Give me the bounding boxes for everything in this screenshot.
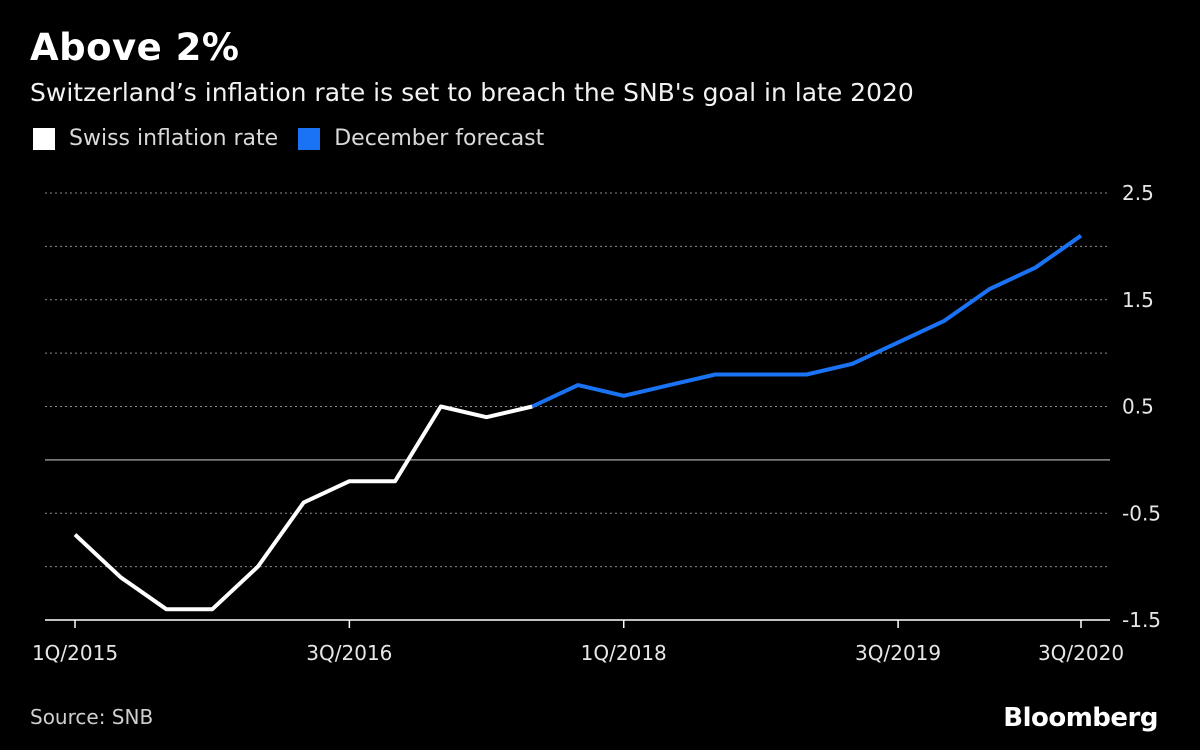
y-tick-label: 0.5 — [1122, 395, 1154, 419]
source-note: Source: SNB — [30, 705, 154, 729]
x-tick-label: 3Q/2019 — [855, 641, 941, 665]
legend-item-december-forecast: December forecast — [298, 126, 544, 151]
y-tick-label: 2.5 — [1122, 181, 1154, 205]
y-tick-label: -0.5 — [1122, 501, 1161, 525]
legend-label-swiss-inflation: Swiss inflation rate — [69, 126, 279, 151]
legend-swatch-swiss-inflation — [33, 127, 55, 150]
y-tick-label: -1.5 — [1122, 608, 1161, 632]
series-line-december-forecast — [531, 234, 1083, 409]
x-tick-label: 3Q/2016 — [306, 641, 392, 665]
chart-title: Above 2% — [30, 26, 240, 69]
legend: Swiss inflation rate December forecast — [33, 126, 564, 151]
x-tick-label: 1Q/2015 — [32, 641, 118, 665]
y-tick-label: 1.5 — [1122, 288, 1154, 312]
legend-item-swiss-inflation: Swiss inflation rate — [33, 126, 278, 151]
legend-label-december-forecast: December forecast — [334, 126, 545, 151]
chart-subtitle: Switzerland’s inflation rate is set to b… — [30, 78, 914, 107]
legend-swatch-december-forecast — [298, 127, 321, 150]
bloomberg-logo: Bloomberg — [1003, 703, 1158, 733]
x-tick-label: 1Q/2018 — [581, 641, 667, 665]
x-tick-label: 3Q/2020 — [1038, 641, 1124, 665]
series-line-swiss-inflation — [73, 404, 533, 612]
